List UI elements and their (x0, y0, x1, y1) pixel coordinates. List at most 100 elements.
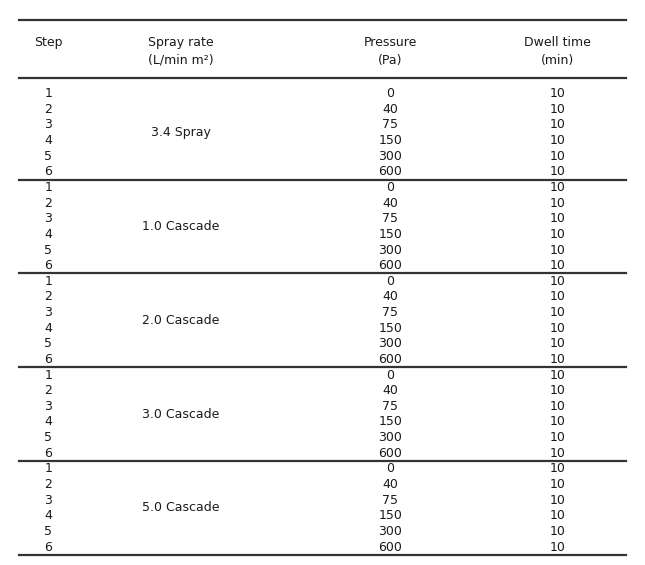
Text: 75: 75 (382, 494, 398, 507)
Text: 0: 0 (386, 462, 394, 475)
Text: 75: 75 (382, 119, 398, 132)
Text: 150: 150 (378, 134, 402, 147)
Text: 1: 1 (45, 87, 52, 100)
Text: 5: 5 (45, 337, 52, 350)
Text: 40: 40 (382, 103, 398, 116)
Text: (min): (min) (541, 54, 575, 67)
Text: 10: 10 (550, 541, 566, 554)
Text: 3: 3 (45, 400, 52, 413)
Text: 10: 10 (550, 228, 566, 241)
Text: 10: 10 (550, 244, 566, 257)
Text: 600: 600 (378, 259, 402, 272)
Text: (Pa): (Pa) (378, 54, 402, 67)
Text: 4: 4 (45, 509, 52, 522)
Text: 10: 10 (550, 212, 566, 225)
Text: 4: 4 (45, 228, 52, 241)
Text: 75: 75 (382, 306, 398, 319)
Text: 300: 300 (378, 150, 402, 163)
Text: 1: 1 (45, 181, 52, 194)
Text: 1: 1 (45, 462, 52, 475)
Text: Step: Step (34, 36, 63, 49)
Text: 10: 10 (550, 134, 566, 147)
Text: 10: 10 (550, 368, 566, 381)
Text: Spray rate: Spray rate (148, 36, 213, 49)
Text: 3: 3 (45, 494, 52, 507)
Text: 10: 10 (550, 509, 566, 522)
Text: 4: 4 (45, 321, 52, 334)
Text: 75: 75 (382, 400, 398, 413)
Text: 40: 40 (382, 384, 398, 397)
Text: 10: 10 (550, 290, 566, 303)
Text: 10: 10 (550, 321, 566, 334)
Text: 10: 10 (550, 119, 566, 132)
Text: 5.0 Cascade: 5.0 Cascade (142, 501, 219, 515)
Text: 600: 600 (378, 447, 402, 460)
Text: 10: 10 (550, 306, 566, 319)
Text: 10: 10 (550, 150, 566, 163)
Text: 2: 2 (45, 103, 52, 116)
Text: 5: 5 (45, 525, 52, 538)
Text: 10: 10 (550, 275, 566, 288)
Text: 75: 75 (382, 212, 398, 225)
Text: 10: 10 (550, 197, 566, 210)
Text: 10: 10 (550, 353, 566, 366)
Text: 300: 300 (378, 244, 402, 257)
Text: 10: 10 (550, 259, 566, 272)
Text: 600: 600 (378, 166, 402, 179)
Text: 6: 6 (45, 541, 52, 554)
Text: 0: 0 (386, 275, 394, 288)
Text: 2: 2 (45, 384, 52, 397)
Text: 10: 10 (550, 431, 566, 444)
Text: 10: 10 (550, 447, 566, 460)
Text: 0: 0 (386, 368, 394, 381)
Text: 3.4 Spray: 3.4 Spray (151, 126, 210, 140)
Text: 10: 10 (550, 181, 566, 194)
Text: 10: 10 (550, 415, 566, 428)
Text: 40: 40 (382, 478, 398, 491)
Text: 3.0 Cascade: 3.0 Cascade (142, 407, 219, 421)
Text: 300: 300 (378, 525, 402, 538)
Text: 5: 5 (45, 431, 52, 444)
Text: 2: 2 (45, 290, 52, 303)
Text: Pressure: Pressure (364, 36, 417, 49)
Text: 2: 2 (45, 478, 52, 491)
Text: 10: 10 (550, 494, 566, 507)
Text: 6: 6 (45, 166, 52, 179)
Text: Dwell time: Dwell time (524, 36, 591, 49)
Text: 1: 1 (45, 275, 52, 288)
Text: 300: 300 (378, 337, 402, 350)
Text: 0: 0 (386, 87, 394, 100)
Text: 4: 4 (45, 134, 52, 147)
Text: 10: 10 (550, 384, 566, 397)
Text: 10: 10 (550, 87, 566, 100)
Text: 600: 600 (378, 353, 402, 366)
Text: (L/min m²): (L/min m²) (148, 54, 213, 67)
Text: 6: 6 (45, 259, 52, 272)
Text: 4: 4 (45, 415, 52, 428)
Text: 10: 10 (550, 525, 566, 538)
Text: 10: 10 (550, 166, 566, 179)
Text: 300: 300 (378, 431, 402, 444)
Text: 10: 10 (550, 103, 566, 116)
Text: 2.0 Cascade: 2.0 Cascade (142, 314, 219, 327)
Text: 2: 2 (45, 197, 52, 210)
Text: 3: 3 (45, 119, 52, 132)
Text: 150: 150 (378, 415, 402, 428)
Text: 5: 5 (45, 150, 52, 163)
Text: 3: 3 (45, 212, 52, 225)
Text: 40: 40 (382, 197, 398, 210)
Text: 10: 10 (550, 337, 566, 350)
Text: 3: 3 (45, 306, 52, 319)
Text: 5: 5 (45, 244, 52, 257)
Text: 6: 6 (45, 447, 52, 460)
Text: 40: 40 (382, 290, 398, 303)
Text: 10: 10 (550, 462, 566, 475)
Text: 0: 0 (386, 181, 394, 194)
Text: 150: 150 (378, 321, 402, 334)
Text: 600: 600 (378, 541, 402, 554)
Text: 10: 10 (550, 400, 566, 413)
Text: 1.0 Cascade: 1.0 Cascade (142, 220, 219, 233)
Text: 10: 10 (550, 478, 566, 491)
Text: 150: 150 (378, 509, 402, 522)
Text: 6: 6 (45, 353, 52, 366)
